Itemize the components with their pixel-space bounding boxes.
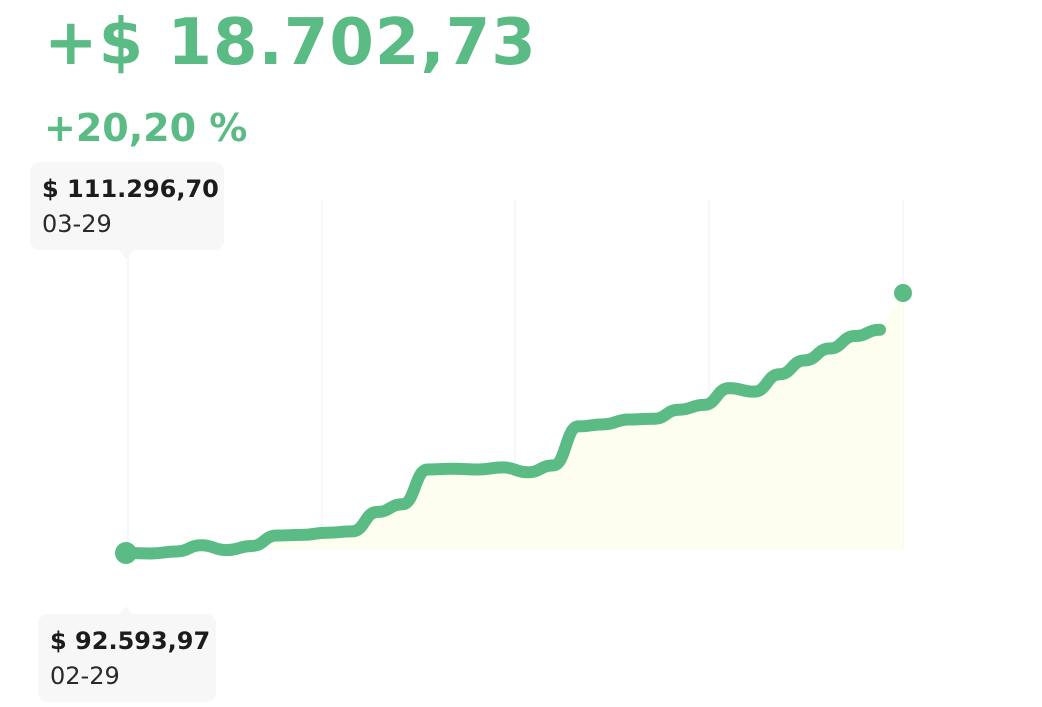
data-point[interactable] [648, 413, 660, 425]
data-point[interactable] [497, 461, 509, 473]
data-point[interactable] [422, 464, 434, 476]
data-point[interactable] [371, 506, 383, 518]
data-point[interactable] [170, 546, 182, 558]
high-value-tooltip: $ 111.296,70 03-29 [30, 162, 224, 250]
total-gain: +$ 18.702,73 [44, 6, 537, 80]
low-date: 02-29 [50, 662, 120, 690]
data-point[interactable] [472, 464, 484, 476]
end-point-marker [894, 284, 912, 302]
data-point[interactable] [195, 539, 207, 551]
data-point[interactable] [673, 404, 685, 416]
data-point[interactable] [246, 540, 258, 552]
low-value-tooltip: $ 92.593,97 02-29 [38, 614, 216, 702]
data-point[interactable] [346, 525, 358, 537]
data-point[interactable] [271, 530, 283, 542]
chart-area-fill [126, 293, 903, 554]
data-point[interactable] [773, 368, 785, 380]
data-point[interactable] [296, 529, 308, 541]
data-point[interactable] [723, 382, 735, 394]
tooltip-pointer-high [118, 249, 134, 259]
data-point[interactable] [145, 547, 157, 559]
data-point[interactable] [522, 466, 534, 478]
data-point[interactable] [598, 418, 610, 430]
tooltip-pointer-low [118, 606, 134, 616]
data-point[interactable] [221, 544, 233, 556]
data-point[interactable] [824, 343, 836, 355]
percent-change: +20,20 % [44, 106, 248, 150]
high-value: $ 111.296,70 [42, 175, 219, 203]
data-point[interactable] [447, 463, 459, 475]
data-point[interactable] [396, 498, 408, 510]
data-point[interactable] [321, 527, 333, 539]
data-point[interactable] [799, 354, 811, 366]
data-point[interactable] [698, 399, 710, 411]
data-point[interactable] [874, 324, 886, 336]
data-point[interactable] [748, 386, 760, 398]
data-point[interactable] [572, 420, 584, 432]
start-point-marker [115, 542, 137, 564]
high-date: 03-29 [42, 210, 112, 238]
data-point[interactable] [623, 413, 635, 425]
data-point[interactable] [849, 330, 861, 342]
low-value: $ 92.593,97 [50, 627, 211, 655]
data-point[interactable] [547, 459, 559, 471]
series-line [120, 323, 886, 560]
